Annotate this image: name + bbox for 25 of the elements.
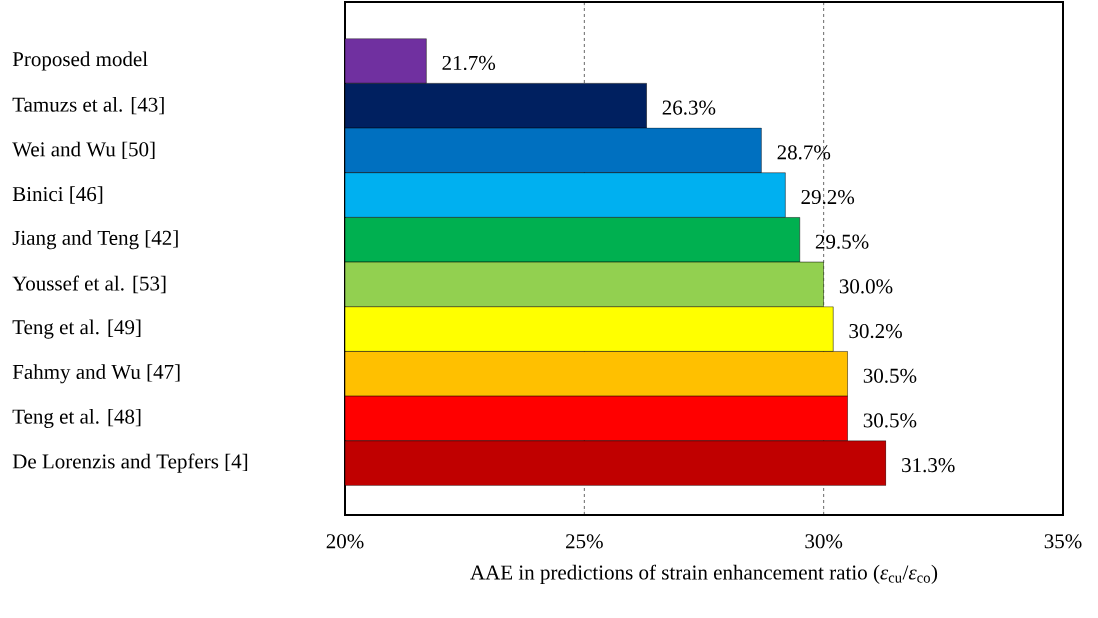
y-tick-label: Tamuzs et al. [43] — [12, 96, 164, 115]
y-tick-label: Teng et al. [48] — [12, 408, 141, 429]
y-tick-label: Youssef et al. [53] — [12, 275, 166, 294]
x-axis-title: AAE in predictions of strain enhancement ratio (ε$_{cu}$/ε$_{co}$) — [470, 564, 938, 584]
x-tick-label: 25% — [566, 534, 603, 549]
y-tick-label: De Lorenzis and Tepfers [4] — [12, 453, 248, 473]
data-label: 30.5% — [863, 413, 917, 428]
y-tick-label: Jiang and Teng [42] — [12, 230, 178, 250]
data-label: 29.2% — [801, 189, 855, 205]
y-tick-label: Teng et al. [49] — [12, 319, 141, 339]
data-label: 31.3% — [902, 458, 955, 473]
x-tick-label: 35% — [1044, 534, 1082, 549]
data-label: 30.5% — [863, 368, 917, 383]
data-label: 30.0% — [839, 279, 893, 294]
data-label: 21.7% — [442, 55, 496, 71]
data-label: 28.7% — [777, 145, 831, 160]
y-tick-label: Wei and Wu [50] — [12, 141, 155, 160]
y-tick-label: Proposed model — [12, 51, 148, 71]
x-tick-label: 30% — [805, 534, 843, 549]
data-label: 30.2% — [849, 323, 902, 339]
data-label: 29.5% — [815, 234, 869, 249]
x-tick-label: 20% — [326, 534, 364, 549]
data-label: 26.3% — [662, 100, 716, 115]
y-tick-label: Binici [46] — [12, 186, 103, 204]
y-tick-label: Fahmy and Wu [47] — [12, 364, 180, 384]
